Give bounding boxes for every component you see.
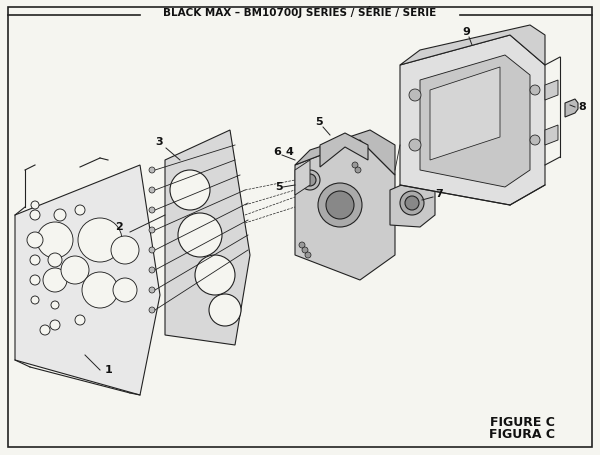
Polygon shape <box>15 165 160 395</box>
Polygon shape <box>545 80 558 100</box>
Circle shape <box>149 267 155 273</box>
Text: 7: 7 <box>435 189 443 199</box>
Circle shape <box>355 167 361 173</box>
Polygon shape <box>565 99 578 117</box>
Circle shape <box>149 187 155 193</box>
Polygon shape <box>295 130 395 175</box>
Text: 6: 6 <box>273 147 281 157</box>
Circle shape <box>31 296 39 304</box>
Circle shape <box>43 268 67 292</box>
Polygon shape <box>390 177 435 227</box>
Polygon shape <box>295 140 395 280</box>
Circle shape <box>111 236 139 264</box>
Circle shape <box>302 247 308 253</box>
Circle shape <box>149 227 155 233</box>
Circle shape <box>82 272 118 308</box>
Circle shape <box>31 201 39 209</box>
Text: 5: 5 <box>315 117 323 127</box>
Text: 4: 4 <box>285 147 293 157</box>
Circle shape <box>75 205 85 215</box>
Circle shape <box>54 209 66 221</box>
Text: FIGURA C: FIGURA C <box>489 429 555 441</box>
Circle shape <box>326 191 354 219</box>
Circle shape <box>195 255 235 295</box>
Text: 3: 3 <box>155 137 163 147</box>
Polygon shape <box>295 160 310 195</box>
Text: FIGURE C: FIGURE C <box>490 416 555 430</box>
Circle shape <box>305 252 311 258</box>
Circle shape <box>530 135 540 145</box>
Polygon shape <box>420 55 530 187</box>
Polygon shape <box>165 130 250 345</box>
Circle shape <box>30 210 40 220</box>
Circle shape <box>149 247 155 253</box>
Circle shape <box>149 167 155 173</box>
Circle shape <box>409 139 421 151</box>
Polygon shape <box>430 67 500 160</box>
Text: 2: 2 <box>115 222 123 232</box>
Circle shape <box>209 294 241 326</box>
Circle shape <box>30 255 40 265</box>
Circle shape <box>51 301 59 309</box>
Text: 9: 9 <box>462 27 470 37</box>
Circle shape <box>170 170 210 210</box>
Circle shape <box>352 162 358 168</box>
Circle shape <box>409 89 421 101</box>
Text: 1: 1 <box>105 365 113 375</box>
Circle shape <box>75 315 85 325</box>
Circle shape <box>40 325 50 335</box>
Polygon shape <box>400 25 545 65</box>
Circle shape <box>149 287 155 293</box>
Circle shape <box>400 191 424 215</box>
Circle shape <box>78 218 122 262</box>
Circle shape <box>149 307 155 313</box>
Polygon shape <box>320 133 368 167</box>
Circle shape <box>304 174 316 186</box>
Text: BLACK MAX – BM10700J SERIES / SÉRIE / SERIE: BLACK MAX – BM10700J SERIES / SÉRIE / SE… <box>163 6 437 18</box>
Circle shape <box>299 242 305 248</box>
Circle shape <box>530 85 540 95</box>
Circle shape <box>149 207 155 213</box>
Polygon shape <box>400 35 545 205</box>
Circle shape <box>50 320 60 330</box>
Circle shape <box>61 256 89 284</box>
Circle shape <box>405 196 419 210</box>
Polygon shape <box>545 125 558 145</box>
Circle shape <box>48 253 62 267</box>
Circle shape <box>27 232 43 248</box>
Circle shape <box>300 170 320 190</box>
Text: 8: 8 <box>578 102 586 112</box>
Text: 5: 5 <box>275 182 283 192</box>
Circle shape <box>30 275 40 285</box>
Circle shape <box>318 183 362 227</box>
Circle shape <box>37 222 73 258</box>
Circle shape <box>178 213 222 257</box>
Circle shape <box>113 278 137 302</box>
